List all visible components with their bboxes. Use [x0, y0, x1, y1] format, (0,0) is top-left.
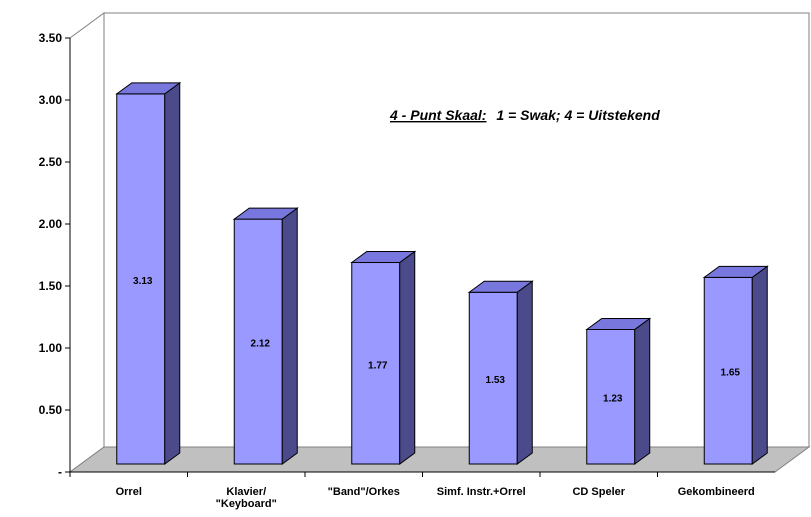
bar-data-label: 1.65 [721, 368, 741, 379]
bar-side [516, 280, 533, 465]
x-tick-label-line: Gekombineerd [678, 486, 755, 498]
chart-walls [68, 12, 811, 473]
y-tick-label: 3.50 [39, 31, 63, 45]
x-tick-label: CD Speler [572, 486, 625, 498]
bar: 1.65 [702, 265, 769, 465]
bar-front [703, 276, 753, 465]
bar-side [164, 81, 181, 465]
x-tick-label-line: Simf. Instr.+Orrel [437, 486, 526, 498]
back-wall [103, 12, 810, 448]
x-tick-label: Orrel [116, 486, 142, 498]
bar-front [351, 262, 401, 465]
x-tick-label-line: Orrel [116, 486, 142, 498]
bar: 1.23 [585, 317, 652, 465]
bar-top [350, 251, 417, 264]
bars: 3.13 2.12 1.77 1.53 1.23 1.65 [115, 81, 769, 465]
scale-annotation: 4 - Punt Skaal: 1 = Swak; 4 = Uitstekend [389, 107, 660, 123]
x-tick-label-line: CD Speler [572, 486, 625, 498]
x-tick-label: "Band"/Orkes [328, 486, 400, 498]
left-wall [69, 12, 105, 473]
bar: 2.12 [232, 207, 299, 465]
bar: 3.13 [115, 81, 182, 465]
bar-front [586, 328, 636, 465]
bar-top [585, 317, 652, 330]
x-tick-label: Simf. Instr.+Orrel [437, 486, 526, 498]
scale-annotation-text: 1 = Swak; 4 = Uitstekend [496, 107, 660, 123]
bar-top [115, 82, 182, 95]
x-axis-labels: Orrel Klavier/"Keyboard" "Band"/Orkes Simf.… [116, 486, 755, 510]
bar: 1.53 [467, 280, 534, 465]
bar-data-label: 3.13 [133, 276, 153, 287]
bar-side [751, 265, 768, 465]
bar-data-label: 2.12 [251, 339, 271, 350]
x-tick-label-line: "Band"/Orkes [328, 486, 400, 498]
bar-top [467, 280, 534, 293]
bar-data-label: 1.53 [486, 375, 506, 386]
floor [68, 446, 811, 473]
y-tick-label: 2.00 [39, 217, 63, 231]
x-tick-label-line: Klavier/ [226, 486, 266, 498]
y-tick-label: - [58, 465, 62, 479]
y-tick-label: 2.50 [39, 155, 63, 169]
bar-front [116, 93, 166, 465]
y-tick-label: 1.00 [39, 341, 63, 355]
scale-annotation-title: 4 - Punt Skaal: [389, 107, 486, 123]
bar-side [281, 207, 298, 465]
x-tick-label: Gekombineerd [678, 486, 755, 498]
bar-top [232, 207, 299, 220]
bar: 1.77 [350, 250, 417, 465]
x-tick-label: Klavier/"Keyboard" [216, 486, 277, 510]
bar-front [233, 218, 283, 465]
bar-side [399, 250, 416, 465]
y-tick-label: 0.50 [39, 403, 63, 417]
bar-side [634, 317, 651, 465]
bar-data-label: 1.23 [603, 394, 623, 405]
y-tick-label: 3.00 [39, 93, 63, 107]
bar-front [468, 291, 518, 465]
x-tick-label-line: "Keyboard" [216, 498, 277, 510]
bar-top [702, 265, 769, 278]
y-tick-label: 1.50 [39, 279, 63, 293]
y-axis: - 0.50 1.00 1.50 2.00 2.50 3.00 3.50 [39, 31, 775, 479]
bar-data-label: 1.77 [368, 360, 388, 371]
